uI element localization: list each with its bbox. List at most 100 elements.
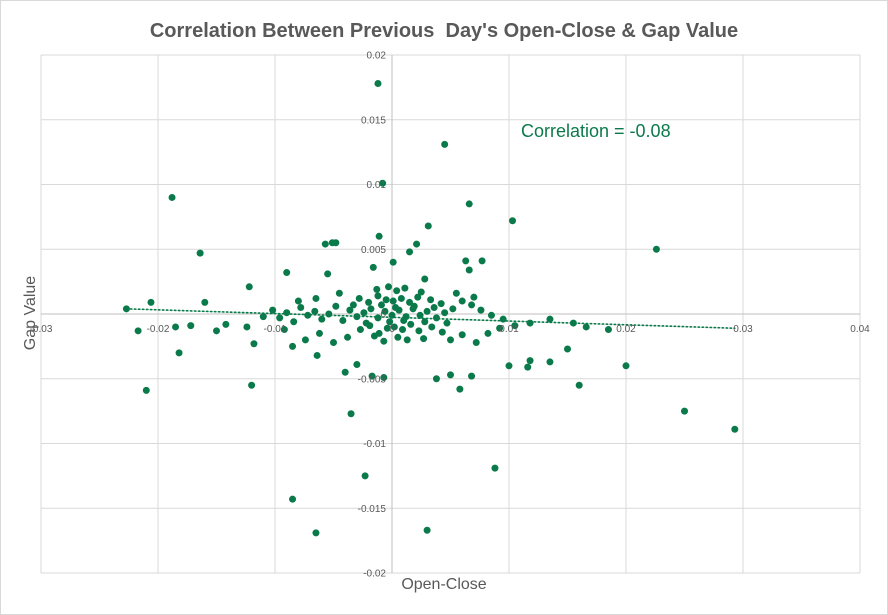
data-point — [414, 293, 422, 301]
data-point — [491, 464, 499, 472]
data-point — [374, 292, 382, 300]
data-point — [575, 381, 583, 389]
y-tick-label: 0.005 — [361, 245, 386, 256]
data-point — [397, 294, 405, 302]
data-point — [201, 298, 209, 306]
data-point — [325, 310, 333, 318]
data-point — [428, 323, 436, 331]
data-point — [546, 358, 554, 366]
data-point — [380, 373, 388, 381]
data-point — [294, 297, 302, 305]
data-point — [362, 319, 370, 327]
data-point — [304, 311, 312, 319]
x-tick-label: 0.03 — [733, 324, 753, 335]
data-point — [360, 309, 368, 317]
data-point — [283, 269, 291, 277]
data-point — [332, 239, 340, 247]
x-tick-label: -0.01 — [264, 324, 287, 335]
data-point — [368, 372, 376, 380]
data-point — [373, 285, 381, 293]
data-point — [318, 315, 326, 323]
data-point — [432, 314, 440, 322]
data-point — [196, 249, 204, 257]
data-point — [472, 338, 480, 346]
data-point — [142, 386, 150, 394]
data-point — [438, 328, 446, 336]
data-point — [147, 298, 155, 306]
data-point — [427, 296, 435, 304]
data-point — [375, 232, 383, 240]
x-tick-label: 0.04 — [850, 324, 870, 335]
data-point — [604, 326, 612, 334]
chart-title: Correlation Between Previous Day's Open-… — [149, 20, 739, 42]
data-point — [346, 306, 354, 314]
data-point — [407, 320, 415, 328]
data-point — [301, 336, 309, 344]
data-point — [335, 289, 343, 297]
data-point — [374, 79, 382, 87]
data-point — [245, 283, 253, 291]
data-point — [392, 304, 400, 312]
data-point — [290, 318, 298, 326]
data-point — [401, 284, 409, 292]
x-tick-label: 0.01 — [499, 324, 519, 335]
data-point — [187, 322, 195, 330]
data-point — [424, 222, 432, 230]
data-point — [484, 329, 492, 337]
data-point — [312, 529, 320, 537]
data-point — [499, 315, 507, 323]
data-point — [526, 357, 534, 365]
data-point — [134, 327, 142, 335]
data-point — [441, 309, 449, 317]
data-point — [622, 362, 630, 370]
y-tick-label: 0.01 — [367, 180, 387, 191]
data-point — [269, 306, 277, 314]
data-point — [369, 263, 377, 271]
data-point — [280, 326, 288, 334]
data-point — [339, 316, 347, 324]
data-point — [390, 323, 398, 331]
data-point — [496, 324, 504, 332]
data-point — [388, 311, 396, 319]
data-point — [477, 306, 485, 314]
y-tick-label: 0 — [380, 310, 386, 321]
data-point — [400, 316, 408, 324]
data-point — [382, 296, 390, 304]
data-point — [321, 240, 329, 248]
data-point — [731, 425, 739, 433]
data-point — [289, 342, 297, 350]
x-tick-label: -0.02 — [147, 324, 170, 335]
data-point — [259, 313, 267, 321]
data-point — [297, 304, 305, 312]
data-point — [652, 245, 660, 253]
data-point — [312, 294, 320, 302]
x-tick-label: 0.02 — [616, 324, 636, 335]
data-point — [365, 298, 373, 306]
data-point — [406, 298, 414, 306]
data-point — [416, 311, 424, 319]
data-point — [417, 288, 425, 296]
data-point — [505, 362, 513, 370]
data-point — [458, 331, 466, 339]
data-point — [276, 314, 284, 322]
data-point — [421, 318, 429, 326]
data-point — [353, 361, 361, 369]
data-point — [465, 266, 473, 274]
data-point — [420, 335, 428, 343]
data-point — [175, 349, 183, 357]
data-point — [283, 309, 291, 317]
data-point — [213, 327, 220, 335]
data-point — [324, 270, 332, 278]
data-point — [172, 323, 180, 331]
data-point — [386, 318, 394, 326]
data-point — [410, 302, 418, 310]
data-point — [330, 338, 337, 346]
data-point — [526, 319, 534, 327]
data-point — [367, 305, 375, 313]
data-point — [564, 345, 571, 353]
data-point — [383, 324, 391, 332]
data-point — [462, 257, 470, 265]
trendline — [125, 308, 736, 330]
